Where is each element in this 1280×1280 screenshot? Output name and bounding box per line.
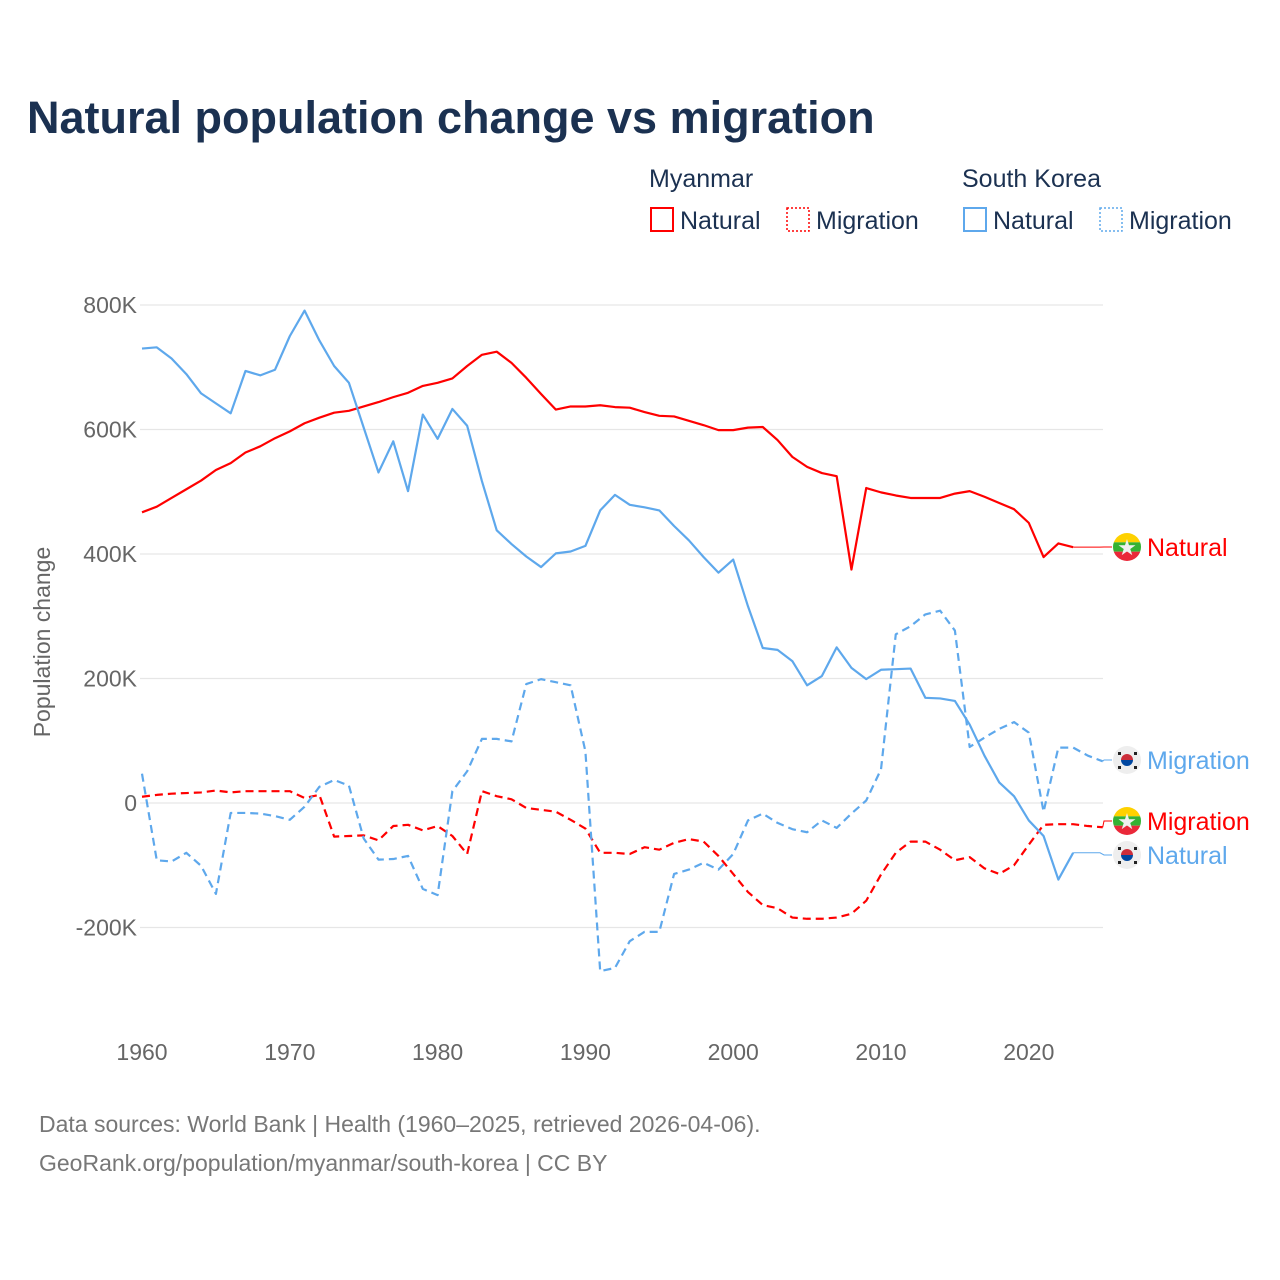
leader-line — [1102, 820, 1112, 828]
myanmar-flag-icon: ★ — [1113, 533, 1141, 561]
series-line-south-korea-migration[interactable] — [140, 609, 1104, 973]
gridlines — [140, 304, 1103, 929]
x-tick-label: 1980 — [412, 1039, 463, 1065]
legend-swatch-dotted-blue — [1099, 207, 1123, 232]
chart-title: Natural population change vs migration — [27, 92, 875, 143]
legend-swatch-solid-blue — [963, 207, 987, 232]
legend-item-korea-natural[interactable]: Natural — [963, 207, 1074, 235]
south-korea-flag-icon — [1113, 841, 1141, 869]
x-tick-label: 2010 — [855, 1039, 906, 1065]
series-line-myanmar-natural[interactable] — [141, 350, 1074, 571]
legend-label: Natural — [680, 207, 761, 235]
south-korea-flag-icon — [1113, 746, 1141, 774]
legend-item-korea-migration[interactable]: Migration — [1099, 207, 1232, 235]
series-line-south-korea-natural[interactable] — [141, 309, 1075, 881]
legend-swatch-solid-red — [650, 207, 674, 232]
leader-line — [1102, 759, 1112, 762]
legend-group-south-korea: South Korea — [962, 165, 1101, 193]
y-tick-label: 800K — [83, 292, 137, 318]
series-lines — [140, 309, 1104, 973]
x-tick-label: 1990 — [560, 1039, 611, 1065]
legend: Myanmar South Korea Natural Migration Na… — [649, 165, 1232, 235]
end-label-korea-natural: Natural — [1147, 842, 1228, 870]
x-tick-label: 2000 — [708, 1039, 759, 1065]
svg-text:★: ★ — [1117, 809, 1137, 834]
leader-line — [1073, 852, 1112, 856]
y-axis: -200K 0 200K 400K 600K 800K — [76, 292, 138, 941]
myanmar-flag-icon: ★ — [1113, 807, 1141, 835]
y-tick-label: -200K — [76, 915, 138, 941]
end-label-myanmar-migration: Migration — [1147, 808, 1250, 836]
y-tick-label: 200K — [83, 666, 137, 692]
legend-label: Natural — [993, 207, 1074, 235]
svg-text:★: ★ — [1117, 535, 1137, 560]
legend-group-myanmar: Myanmar — [649, 165, 753, 193]
end-label-korea-migration: Migration — [1147, 747, 1250, 775]
series-line-myanmar-migration[interactable] — [141, 789, 1103, 920]
x-axis: 1960 1970 1980 1990 2000 2010 2020 — [116, 1039, 1054, 1065]
legend-label: Migration — [1129, 207, 1232, 235]
x-tick-label: 1960 — [116, 1039, 167, 1065]
y-tick-label: 600K — [83, 417, 137, 443]
y-axis-label: Population change — [29, 547, 55, 738]
legend-item-myanmar-migration[interactable]: Migration — [786, 207, 919, 235]
source-line-2[interactable]: GeoRank.org/population/myanmar/south-kor… — [39, 1150, 607, 1176]
y-tick-label: 0 — [124, 790, 137, 816]
x-tick-label: 2020 — [1003, 1039, 1054, 1065]
end-label-myanmar-natural: Natural — [1147, 534, 1228, 562]
source-line-1: Data sources: World Bank | Health (1960–… — [39, 1111, 761, 1137]
y-tick-label: 400K — [83, 541, 137, 567]
legend-item-myanmar-natural[interactable]: Natural — [650, 207, 761, 235]
legend-label: Migration — [816, 207, 919, 235]
legend-swatch-dotted-red — [786, 207, 810, 232]
end-labels: ★ Natural ★ Migration Natural Migration — [1073, 533, 1250, 870]
x-tick-label: 1970 — [264, 1039, 315, 1065]
